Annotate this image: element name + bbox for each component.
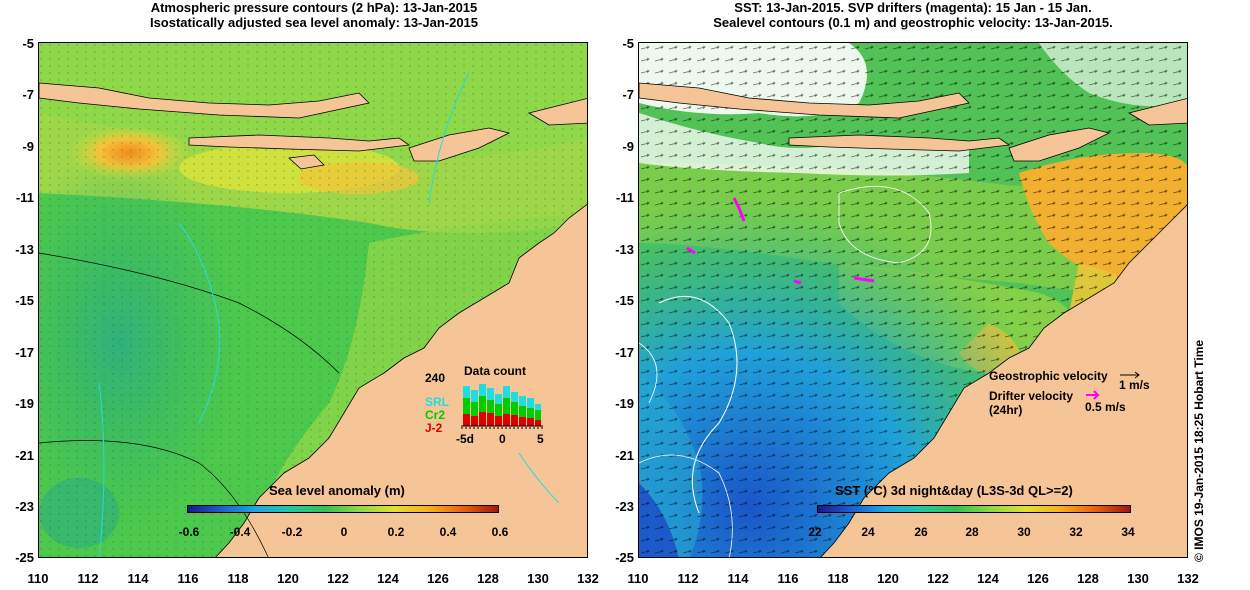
sea-level-colorbar bbox=[187, 505, 499, 513]
left-xlabel: 118 bbox=[227, 571, 249, 586]
data-count-max-label: 240 bbox=[425, 371, 446, 385]
right-ylabel: -19 bbox=[615, 396, 634, 411]
left-xlabel: 116 bbox=[177, 571, 199, 586]
left-ylabel: -19 bbox=[15, 396, 34, 411]
left-title-line2: Isostatically adjusted sea level anomaly… bbox=[149, 15, 479, 30]
left-ylabel: -23 bbox=[15, 499, 34, 514]
sst-cbar-label-3: 28 bbox=[965, 525, 979, 539]
left-xlabel: 120 bbox=[277, 571, 299, 586]
right-xlabel: 118 bbox=[827, 571, 849, 586]
axis-label-5: 5 bbox=[537, 432, 544, 446]
axis-label-minus5d: -5d bbox=[456, 432, 474, 446]
series-label-cr2: Cr2 bbox=[425, 408, 446, 422]
cbar-label-6: 0.6 bbox=[491, 525, 509, 539]
right-xlabel: 114 bbox=[727, 571, 749, 586]
right-ylabel: -11 bbox=[615, 190, 634, 205]
sst-map: Geostrophic velocity 1 m/s Drifter veloc… bbox=[638, 42, 1188, 558]
right-xlabel: 132 bbox=[1177, 571, 1199, 586]
right-xlabel: 120 bbox=[877, 571, 899, 586]
sea-level-anomaly-field bbox=[39, 43, 587, 557]
right-ylabel: -23 bbox=[615, 499, 634, 514]
right-ylabel: -21 bbox=[615, 448, 634, 463]
left-map-title: Atmospheric pressure contours (2 hPa): 1… bbox=[40, 0, 588, 30]
left-ylabel: -7 bbox=[22, 87, 34, 102]
cbar-label-5: 0.4 bbox=[439, 525, 457, 539]
left-ylabel: -17 bbox=[15, 345, 34, 360]
right-title-line1: SST: 13-Jan-2015. SVP drifters (magenta)… bbox=[734, 0, 1092, 15]
right-ylabel: -13 bbox=[615, 242, 634, 257]
right-xlabel: 126 bbox=[1027, 571, 1049, 586]
left-xlabel: 130 bbox=[527, 571, 549, 586]
drifter-velocity-label-24hr: (24hr) bbox=[989, 403, 1023, 417]
bar-group bbox=[463, 384, 541, 426]
cbar-label-1: -0.4 bbox=[229, 525, 251, 539]
left-ylabel: -25 bbox=[15, 550, 34, 565]
sst-cbar-label-6: 34 bbox=[1121, 525, 1135, 539]
sst-cbar-label-0: 22 bbox=[808, 525, 822, 539]
sst-colorbar bbox=[817, 505, 1131, 513]
left-xlabel: 112 bbox=[77, 571, 99, 586]
left-ylabel: -13 bbox=[15, 242, 34, 257]
cbar-label-3: 0 bbox=[340, 525, 348, 539]
left-xlabel: 126 bbox=[427, 571, 449, 586]
right-xlabel: 116 bbox=[777, 571, 799, 586]
series-label-srl: SRL bbox=[425, 395, 449, 409]
drifter-arrow-icon bbox=[1086, 390, 1100, 400]
cbar-label-4: 0.2 bbox=[387, 525, 405, 539]
right-ylabel: -7 bbox=[622, 87, 634, 102]
cbar-label-2: -0.2 bbox=[281, 525, 303, 539]
left-title-line1: Atmospheric pressure contours (2 hPa): 1… bbox=[150, 0, 478, 15]
left-ylabel: -9 bbox=[22, 139, 34, 154]
left-ylabel: -15 bbox=[15, 293, 34, 308]
right-title-line2: Sealevel contours (0.1 m) and geostrophi… bbox=[713, 15, 1113, 30]
right-xlabel: 122 bbox=[927, 571, 949, 586]
left-xlabel: 114 bbox=[127, 571, 149, 586]
left-ylabel: -11 bbox=[15, 190, 34, 205]
sst-field bbox=[639, 43, 1187, 557]
data-count-bars bbox=[461, 384, 543, 429]
right-xlabel: 128 bbox=[1077, 571, 1099, 586]
right-map-title: SST: 13-Jan-2015. SVP drifters (magenta)… bbox=[638, 0, 1188, 30]
right-xlabel: 124 bbox=[977, 571, 999, 586]
right-ylabel: -15 bbox=[615, 293, 634, 308]
sst-cbar-label-2: 26 bbox=[914, 525, 928, 539]
left-xlabel: 124 bbox=[377, 571, 399, 586]
left-xlabel: 132 bbox=[577, 571, 599, 586]
right-ylabel: -5 bbox=[622, 36, 634, 51]
axis-label-0: 0 bbox=[499, 432, 506, 446]
drifter-scale: 0.5 m/s bbox=[1085, 400, 1126, 414]
geostrophic-arrow-icon bbox=[1120, 371, 1140, 379]
sea-level-anomaly-map: Data count 240 SRL Cr2 J-2 -5d 0 5 bbox=[38, 42, 588, 558]
data-count-title: Data count bbox=[464, 364, 527, 378]
right-xlabel: 130 bbox=[1127, 571, 1149, 586]
geostrophic-velocity-label: Geostrophic velocity bbox=[989, 369, 1108, 383]
left-xlabel: 122 bbox=[327, 571, 349, 586]
geostrophic-scale: 1 m/s bbox=[1119, 378, 1150, 392]
left-ylabel: -21 bbox=[15, 448, 34, 463]
right-xlabel: 110 bbox=[627, 571, 649, 586]
left-xlabel: 128 bbox=[477, 571, 499, 586]
sst-cbar-label-1: 24 bbox=[861, 525, 875, 539]
sst-cbar-label-5: 32 bbox=[1069, 525, 1083, 539]
right-ylabel: -25 bbox=[615, 550, 634, 565]
imos-credit: © IMOS 19-Jan-2015 18:25 Hobart Time bbox=[1192, 339, 1206, 562]
left-colorbar-title: Sea level anomaly (m) bbox=[269, 483, 405, 498]
right-colorbar-title: SST (°C) 3d night&day (L3S-3d QL>=2) bbox=[835, 483, 1073, 498]
right-xlabel: 112 bbox=[677, 571, 699, 586]
left-xlabel: 110 bbox=[27, 571, 49, 586]
series-label-j2: J-2 bbox=[425, 421, 443, 435]
right-ylabel: -9 bbox=[622, 139, 634, 154]
right-ylabel: -17 bbox=[615, 345, 634, 360]
sst-cbar-label-4: 30 bbox=[1017, 525, 1031, 539]
left-ylabel: -5 bbox=[22, 36, 34, 51]
drifter-velocity-label: Drifter velocity bbox=[989, 389, 1074, 403]
cbar-label-0: -0.6 bbox=[178, 525, 200, 539]
